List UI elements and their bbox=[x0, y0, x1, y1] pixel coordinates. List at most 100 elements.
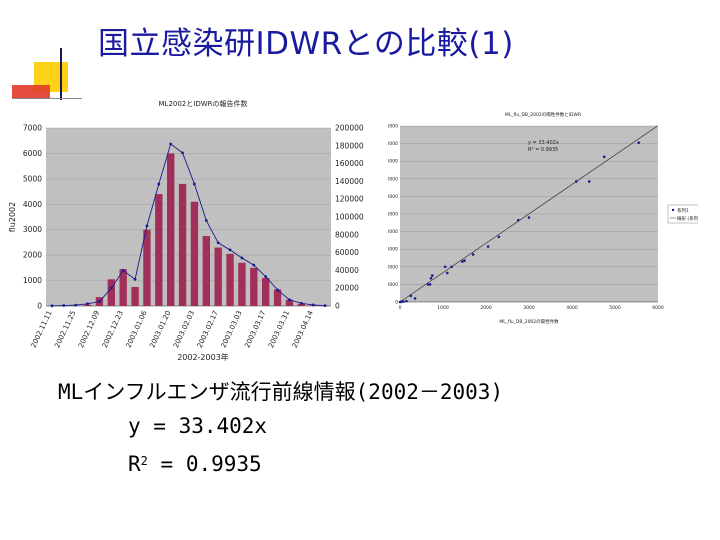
bar bbox=[285, 299, 294, 306]
trend-equation: y = 33.402x bbox=[528, 140, 559, 146]
bar bbox=[214, 247, 222, 306]
scatter-point bbox=[443, 265, 447, 269]
line-point bbox=[157, 182, 161, 186]
scatter-point bbox=[405, 299, 408, 303]
trend-line bbox=[399, 125, 658, 303]
scatter-point bbox=[527, 216, 531, 219]
bar bbox=[202, 236, 210, 306]
line-point bbox=[145, 224, 149, 228]
line-point bbox=[299, 301, 303, 305]
x-tick-label: 2003.01.20 bbox=[148, 309, 172, 349]
line-point bbox=[169, 142, 173, 146]
line-point bbox=[252, 263, 256, 267]
regression-equation: y = 33.402x bbox=[128, 414, 268, 438]
x-tick-label: 6000 bbox=[652, 305, 664, 311]
x-tick-label: 1000 bbox=[437, 305, 449, 311]
bar bbox=[143, 229, 151, 306]
x-tick-label: 2002.12.09 bbox=[77, 309, 101, 349]
bar bbox=[297, 303, 305, 306]
x-tick-label: 4000 bbox=[566, 305, 578, 311]
x-tick-label: 2003.02.17 bbox=[196, 309, 220, 349]
right-tick-label: 200000 bbox=[335, 124, 364, 133]
r2-label: R bbox=[128, 452, 141, 476]
y-axis-label: flu2002 bbox=[8, 202, 17, 232]
y-tick-label: 40000 bbox=[388, 264, 398, 270]
scatter-point bbox=[587, 180, 591, 183]
x-axis-label: 2002-2003年 bbox=[177, 352, 229, 362]
scatter-point bbox=[463, 259, 466, 262]
line-point bbox=[228, 248, 232, 252]
legend-marker bbox=[671, 208, 675, 212]
scatter-point bbox=[399, 300, 403, 304]
line-point bbox=[323, 304, 327, 308]
scatter-point bbox=[430, 274, 434, 277]
left-tick-label: 3000 bbox=[23, 225, 42, 234]
scatter-point bbox=[471, 253, 475, 256]
right-tick-label: 160000 bbox=[335, 159, 364, 168]
scatter-point bbox=[575, 180, 578, 183]
reports-combo-chart: ML2002とIDWRの報告件数 0 1000 2000 3000 4000 5000 60… bbox=[8, 99, 364, 362]
left-tick-label: 4000 bbox=[23, 200, 42, 209]
bar bbox=[178, 183, 187, 306]
line-point bbox=[109, 286, 113, 290]
left-tick-label: 2000 bbox=[23, 251, 42, 260]
r2-value: = 0.9935 bbox=[147, 452, 262, 476]
x-axis-label: ML_flu_DB_2002の陽性件数 bbox=[499, 318, 559, 325]
r2-superscript: 2 bbox=[140, 454, 148, 468]
idwr-line bbox=[51, 143, 326, 307]
bar bbox=[83, 304, 92, 306]
line-point bbox=[276, 288, 279, 292]
y-tick-label: 180000 bbox=[388, 141, 398, 147]
y-tick-label: 140000 bbox=[388, 176, 398, 182]
decorative-red-bar bbox=[12, 85, 50, 99]
scatter-point bbox=[413, 297, 417, 300]
scatter-point bbox=[497, 235, 501, 239]
x-tick-label: 2003.03.31 bbox=[267, 309, 291, 349]
y-tick-label: 80000 bbox=[388, 229, 398, 235]
right-tick-label: 0 bbox=[335, 302, 340, 311]
scatter-point bbox=[516, 218, 520, 222]
left-tick-label: 6000 bbox=[23, 149, 42, 158]
y-tick-label: 120000 bbox=[388, 194, 398, 200]
r-squared-line: R2 = 0.9935 bbox=[128, 452, 262, 476]
right-tick-label: 180000 bbox=[335, 141, 364, 150]
scatter-point bbox=[450, 265, 453, 269]
x-tick-label: 5000 bbox=[609, 305, 621, 311]
line-point bbox=[121, 269, 125, 272]
line-point bbox=[62, 304, 66, 307]
line-point bbox=[50, 304, 54, 308]
legend: 系列1 線形 (系列1) bbox=[667, 204, 698, 224]
x-tick-label: 2000 bbox=[480, 305, 492, 311]
correlation-scatter-chart: ML_flu_DB_2002の陽性件数とIDWR 020000400006000… bbox=[388, 111, 698, 325]
line-point bbox=[264, 275, 268, 279]
left-tick-label: 7000 bbox=[23, 124, 42, 133]
x-tick-label: 2002.11.25 bbox=[53, 309, 77, 349]
y-tick-label: 20000 bbox=[388, 282, 398, 288]
x-tick-label: 2003.02.03 bbox=[172, 309, 196, 349]
left-tick-label: 0 bbox=[37, 302, 42, 311]
bar bbox=[226, 253, 234, 306]
chart-title: ML_flu_DB_2002の陽性件数とIDWR bbox=[505, 111, 581, 118]
line-point bbox=[193, 182, 196, 186]
x-tick-label: 2003.04.14 bbox=[291, 309, 315, 349]
bar bbox=[167, 153, 175, 306]
line-point bbox=[98, 300, 101, 303]
line-point bbox=[74, 303, 78, 307]
right-tick-label: 20000 bbox=[335, 284, 359, 293]
bar bbox=[107, 279, 115, 306]
scatter-point bbox=[461, 260, 464, 263]
chart-title: ML2002とIDWRの報告件数 bbox=[159, 99, 248, 108]
plot-area bbox=[46, 128, 331, 306]
scatter-point bbox=[486, 245, 490, 248]
left-tick-label: 5000 bbox=[23, 174, 42, 183]
line-point bbox=[181, 151, 184, 155]
x-tick-label: 2003.01.06 bbox=[125, 309, 149, 349]
summary-line: MLインフルエンザ流行前線情報(2002－2003) bbox=[58, 380, 504, 404]
line-point bbox=[216, 241, 220, 245]
right-tick-label: 60000 bbox=[335, 248, 359, 257]
decorative-vertical-line bbox=[60, 48, 62, 100]
bar bbox=[190, 201, 199, 306]
bar bbox=[250, 267, 258, 306]
scatter-point bbox=[428, 283, 432, 286]
line-point bbox=[311, 303, 315, 307]
